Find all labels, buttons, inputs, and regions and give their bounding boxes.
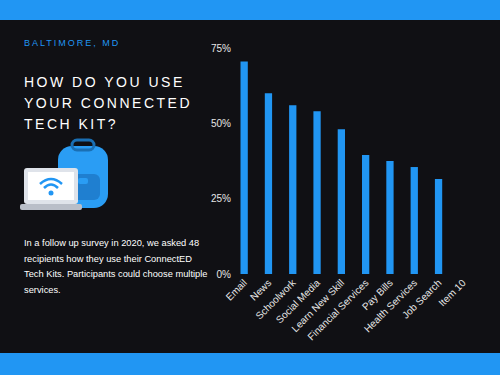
svg-text:Email: Email: [224, 277, 249, 302]
html-text:BALTIMORE, MD: BALTIMORE, MD: [24, 38, 121, 48]
svg-text:Health Services: Health Services: [362, 277, 419, 334]
svg-text:25%: 25%: [211, 193, 231, 204]
svg-text:Pay Bills: Pay Bills: [360, 277, 395, 312]
svg-text:50%: 50%: [211, 118, 231, 129]
svg-text:Job Search: Job Search: [400, 277, 444, 321]
svg-text:News: News: [248, 277, 273, 302]
html-text:HOW DO YOU USE YOUR CONNECTED: HOW DO YOU USE YOUR CONNECTED TECH KIT?: [24, 74, 192, 132]
svg-text:Schoolwork: Schoolwork: [253, 276, 298, 321]
svg-text:Item 10: Item 10: [436, 277, 468, 309]
svg-text:75%: 75%: [211, 43, 231, 54]
svg-text:Learn New Skill: Learn New Skill: [289, 277, 346, 334]
html-text:In a follow up survey in 2020,: In a follow up survey in 2020, we asked …: [24, 238, 208, 295]
svg-text:Financial Services: Financial Services: [305, 277, 370, 342]
svg-text:0%: 0%: [217, 269, 232, 280]
svg-text:Social Media: Social Media: [274, 277, 323, 326]
